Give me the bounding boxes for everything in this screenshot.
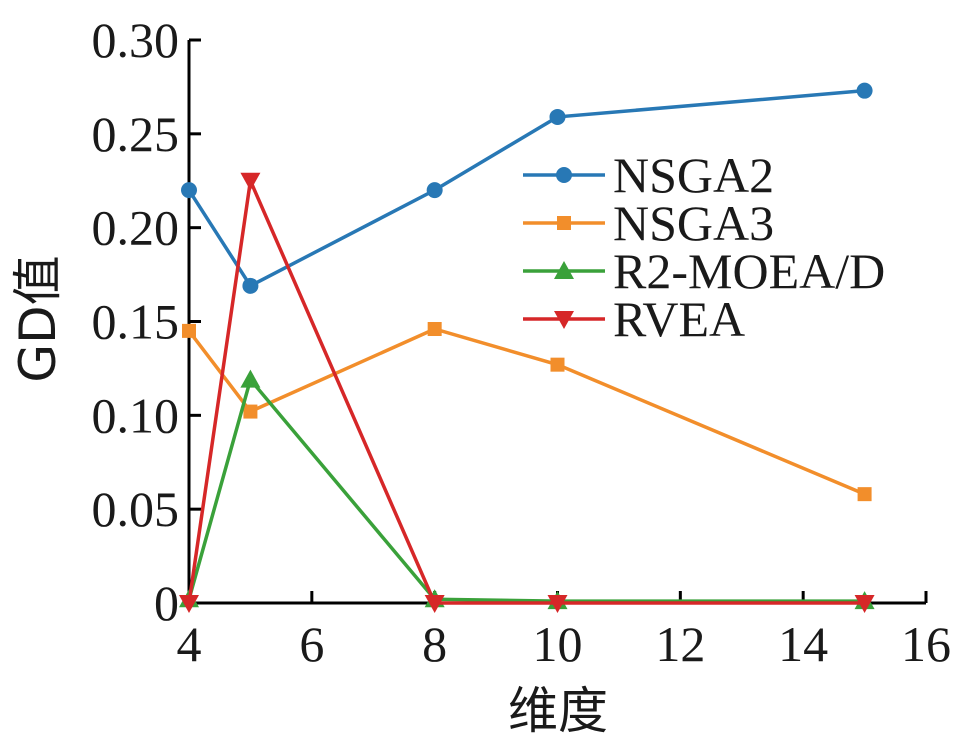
y-tick-label: 0.20 <box>92 200 180 256</box>
series-line <box>187 376 865 603</box>
legend-marker <box>556 167 572 183</box>
data-point <box>181 182 197 199</box>
legend-label: NSGA3 <box>613 195 774 251</box>
data-point <box>854 595 875 613</box>
x-tick-label: 12 <box>655 616 705 672</box>
legend-label: RVEA <box>613 291 745 347</box>
legend-item: RVEA <box>523 291 745 347</box>
data-point <box>549 108 566 125</box>
y-axis-title: GD值 <box>9 255 67 382</box>
data-point <box>240 369 261 388</box>
data-point <box>242 277 259 294</box>
legend-item: NSGA2 <box>523 147 774 203</box>
y-tick-label: 0.15 <box>92 294 180 350</box>
legend-item: NSGA3 <box>523 195 774 251</box>
y-tick-label: 0.10 <box>92 387 180 443</box>
data-point <box>243 404 258 419</box>
x-tick-label: 8 <box>422 616 447 672</box>
legend-label: NSGA2 <box>613 147 774 203</box>
data-point <box>240 172 261 191</box>
x-tick-label: 14 <box>778 616 828 672</box>
series-group <box>179 82 875 613</box>
y-ticks: 0 0.05 0.10 0.15 0.20 0.25 0.30 <box>92 12 201 631</box>
legend-marker <box>557 216 571 230</box>
data-point <box>550 357 565 372</box>
data-point <box>424 595 445 613</box>
data-point <box>856 82 873 99</box>
x-tick-label: 10 <box>533 616 583 672</box>
data-point <box>427 322 442 337</box>
legend-marker <box>554 261 574 279</box>
series-r2-moea-d <box>179 369 875 610</box>
series-nsga3 <box>182 322 872 502</box>
data-point <box>426 182 443 199</box>
x-ticks: 4 6 8 10 12 14 16 <box>177 591 951 672</box>
legend-label: R2-MOEA/D <box>613 243 885 299</box>
y-tick-label: 0 <box>154 575 179 631</box>
data-point <box>857 487 872 502</box>
y-tick-label: 0.25 <box>92 106 180 162</box>
data-point <box>547 595 568 613</box>
x-tick-label: 4 <box>177 616 202 672</box>
series-line <box>187 327 866 496</box>
legend-item: R2-MOEA/D <box>523 243 885 299</box>
x-axis-title: 维度 <box>508 682 608 740</box>
series-rvea <box>179 172 875 613</box>
legend-marker <box>554 311 574 329</box>
series-nsga2 <box>181 82 873 294</box>
data-point <box>182 323 196 338</box>
x-tick-label: 6 <box>299 616 324 672</box>
x-tick-label: 16 <box>901 616 951 672</box>
y-tick-label: 0.05 <box>92 481 180 537</box>
data-point <box>179 595 199 613</box>
y-tick-label: 0.30 <box>92 12 180 68</box>
